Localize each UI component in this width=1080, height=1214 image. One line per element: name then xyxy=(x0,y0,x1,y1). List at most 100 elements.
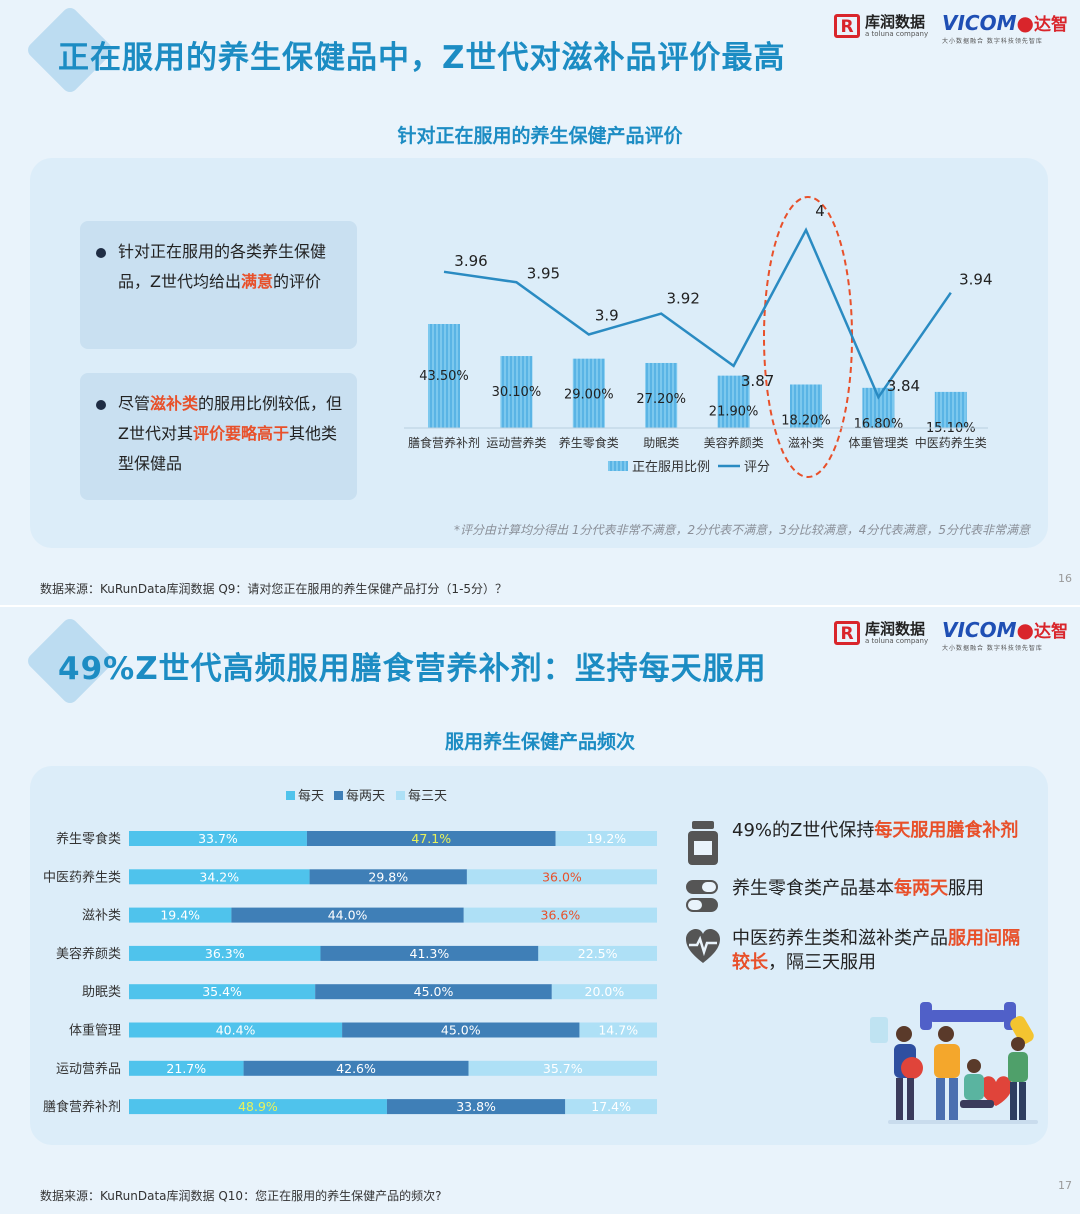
insight-highlight: 服用间隔较长 xyxy=(732,928,1020,973)
segment-data-label: 20.0% xyxy=(585,984,625,999)
legend-label: 每三天 xyxy=(408,788,447,804)
segment-data-label: 29.8% xyxy=(368,869,408,884)
segment-data-label: 36.3% xyxy=(205,946,245,961)
rating-line xyxy=(443,227,952,400)
category-label: 养生零食类 xyxy=(56,831,121,847)
line-data-label: 3.87 xyxy=(741,372,774,390)
bullet-icon xyxy=(96,400,106,410)
x-tick-label: 助眠类 xyxy=(643,436,679,450)
vicom-logo-subtext: 大小数据融合 数字科技领先智库 xyxy=(942,645,1043,652)
stacked-segment xyxy=(466,869,657,885)
legend-swatch xyxy=(334,791,343,800)
segment-data-label: 34.2% xyxy=(199,869,239,884)
stacked-segment xyxy=(565,1099,657,1115)
stacked-segment xyxy=(129,1022,343,1038)
category-label: 膳食营养补剂 xyxy=(43,1099,121,1115)
bullet-icon xyxy=(96,248,106,258)
segment-data-label: 44.0% xyxy=(328,908,368,923)
vicom-logo-text: VICOM xyxy=(942,618,1017,642)
category-label: 体重管理 xyxy=(69,1023,121,1039)
highlight-ellipse xyxy=(763,196,853,478)
category-label: 运动营养品 xyxy=(56,1061,121,1077)
chart-title: 服用养生保健产品频次 xyxy=(444,731,635,753)
kurun-logo-text: 库润数据 xyxy=(865,13,926,31)
insight-highlight: 每两天 xyxy=(894,878,948,899)
insight-text: 中医药养生类和滋补类产品 xyxy=(732,928,948,949)
bar-data-label: 30.10% xyxy=(492,385,542,400)
kurun-mark-icon: R xyxy=(834,14,860,38)
line-data-label: 3.9 xyxy=(595,307,619,325)
callout-1: 针对正在服用的各类养生保健品，Z世代均给出满意的评价 xyxy=(80,221,357,349)
x-tick-label: 美容养颜类 xyxy=(704,435,764,450)
x-tick-label: 养生零食类 xyxy=(559,435,619,450)
category-label: 中医药养生类 xyxy=(43,869,121,885)
category-label: 助眠类 xyxy=(82,985,121,1000)
insight-text: 49%的Z世代保持 xyxy=(732,820,875,841)
heartbeat-icon xyxy=(686,929,720,963)
insight-text: ，隔三天服用 xyxy=(768,952,876,973)
page-number: 17 xyxy=(1058,1179,1072,1192)
x-tick-label: 运动营养类 xyxy=(486,435,546,450)
segment-data-label: 47.1% xyxy=(411,831,451,846)
callout-highlight: 满意 xyxy=(240,272,273,291)
bar xyxy=(500,356,533,428)
slide-title: 49%Z世代高频服用膳食营养补剂：坚持每天服用 xyxy=(58,651,767,687)
stacked-segment xyxy=(129,869,310,885)
vicom-logo: VICOM●达智 大小数据融合 数字科技领先智库 xyxy=(942,618,1068,652)
segment-data-label: 45.0% xyxy=(414,984,454,999)
chart-title: 针对正在服用的养生保健产品评价 xyxy=(397,125,683,147)
x-tick-label: 滋补类 xyxy=(788,436,824,450)
segment-data-label: 41.3% xyxy=(410,946,450,961)
bar-data-label: 18.20% xyxy=(781,413,831,428)
line-data-label: 3.95 xyxy=(527,264,560,282)
bar-data-label: 16.80% xyxy=(854,417,904,432)
segment-data-label: 35.7% xyxy=(543,1061,583,1076)
vicom-logo-subtext: 大小数据融合 数字科技领先智库 xyxy=(942,38,1043,45)
line-data-label: 3.94 xyxy=(959,271,992,289)
fitness-people-illustration xyxy=(870,1002,1038,1124)
insight-2: 养生零食类产品基本每两天服用 xyxy=(684,877,984,915)
vicom-logo-cn: 达智 xyxy=(1033,622,1068,642)
insight-text: 养生零食类产品基本 xyxy=(732,878,894,899)
legend-swatch xyxy=(286,791,295,800)
legend-bar-swatch xyxy=(608,461,628,471)
slide-16: 正在服用的养生保健品中，Z世代对滋补品评价最高 R 库润数据 a toluna … xyxy=(0,0,1080,605)
legend-swatch xyxy=(396,791,405,800)
stacked-segment xyxy=(129,945,321,961)
stacked-segment xyxy=(555,831,657,846)
kurun-logo-subtext: a toluna company xyxy=(865,637,929,645)
x-tick-label: 中医药养生类 xyxy=(915,435,987,450)
stacked-segment xyxy=(579,1022,657,1038)
callout-text: 针对正在服用的各类养生保健品，Z世代均给出 xyxy=(118,242,327,291)
x-tick-label: 体重管理类 xyxy=(848,435,908,450)
insight-text: 服用 xyxy=(948,878,984,899)
stacked-segment xyxy=(342,1022,580,1038)
line-data-label: 3.84 xyxy=(887,377,920,395)
callout-text: 的服用比例较低，但Z世代对其 xyxy=(118,394,343,443)
segment-data-label: 33.7% xyxy=(198,831,238,846)
bar xyxy=(428,324,460,428)
segment-data-label: 36.0% xyxy=(542,869,582,884)
stacked-segment xyxy=(386,1099,566,1115)
bar xyxy=(572,358,605,428)
slide-17: 49%Z世代高频服用膳食营养补剂：坚持每天服用 R 库润数据 a toluna … xyxy=(0,607,1080,1214)
stacked-segment xyxy=(309,869,467,885)
line-data-label: 3.92 xyxy=(666,290,699,308)
page-number: 16 xyxy=(1058,572,1072,585)
legend-label: 评分 xyxy=(744,460,770,475)
stacked-segment xyxy=(243,1060,469,1076)
segment-data-label: 33.8% xyxy=(456,1099,496,1114)
combo-chart: 43.50% 膳食营养补剂 30.10% 运动营养类 29.00% 养生零食类 27.20%… xyxy=(404,196,993,478)
vicom-logo-cn: 达智 xyxy=(1033,15,1068,35)
stacked-segment xyxy=(129,907,232,923)
segment-data-label: 19.4% xyxy=(160,908,200,923)
segment-data-label: 48.9% xyxy=(238,1099,278,1114)
bar xyxy=(790,384,822,428)
callout-text: 其他类型保健品 xyxy=(118,424,337,473)
segment-data-label: 40.4% xyxy=(216,1023,256,1038)
category-label: 美容养颜类 xyxy=(56,946,121,962)
segment-data-label: 21.7% xyxy=(166,1061,206,1076)
vicom-logo: VICOM●达智 大小数据融合 数字科技领先智库 xyxy=(942,11,1068,45)
stacked-segment xyxy=(463,907,657,923)
category-label: 滋补类 xyxy=(82,909,121,924)
